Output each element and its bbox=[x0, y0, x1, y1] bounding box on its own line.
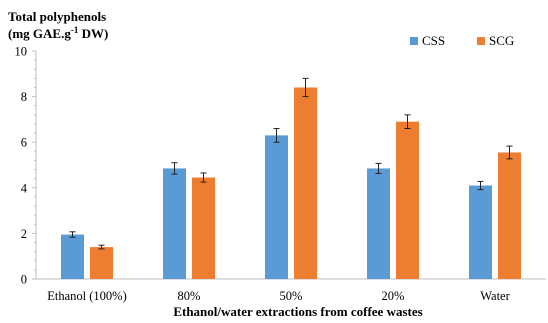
bar-css bbox=[61, 234, 84, 279]
y-tick-label: 6 bbox=[21, 136, 27, 150]
legend-label-css: CSS bbox=[422, 33, 445, 48]
y-tick-label: 8 bbox=[21, 90, 27, 104]
bar-scg bbox=[498, 152, 521, 279]
y-axis-title-line-1: Total polyphenols bbox=[8, 9, 106, 24]
bar-css bbox=[469, 185, 492, 279]
bar-css bbox=[367, 168, 390, 279]
x-tick-label: 50% bbox=[280, 289, 303, 303]
bar-scg bbox=[192, 177, 215, 279]
bar-css bbox=[265, 135, 288, 279]
legend: CSS SCG bbox=[410, 33, 514, 48]
x-tick-label: 80% bbox=[178, 289, 201, 303]
y-axis-title-line-2: (mg GAE.g-1 DW) bbox=[8, 25, 108, 41]
x-tick-label: 20% bbox=[382, 289, 405, 303]
legend-swatch-scg bbox=[477, 37, 485, 45]
x-axis-title: Ethanol/water extractions from coffee wa… bbox=[173, 304, 422, 319]
y-tick-label: 10 bbox=[15, 45, 28, 59]
y-tick-label: 2 bbox=[21, 227, 27, 241]
legend-swatch-css bbox=[410, 37, 418, 45]
x-tick-label: Ethanol (100%) bbox=[47, 289, 127, 303]
bars bbox=[61, 77, 521, 280]
bar-scg bbox=[90, 247, 113, 279]
bar-css bbox=[163, 168, 186, 279]
bar-scg bbox=[294, 87, 317, 279]
bar-scg bbox=[396, 121, 419, 280]
y-tick-label: 4 bbox=[21, 181, 28, 195]
legend-label-scg: SCG bbox=[489, 33, 514, 48]
x-tick-label: Water bbox=[480, 289, 510, 303]
y-tick-label: 0 bbox=[21, 273, 27, 287]
axes bbox=[32, 50, 546, 280]
tick-labels: 0 2 4 6 8 10 Ethanol (100%) 80% 50% 20% Water bbox=[15, 45, 511, 304]
